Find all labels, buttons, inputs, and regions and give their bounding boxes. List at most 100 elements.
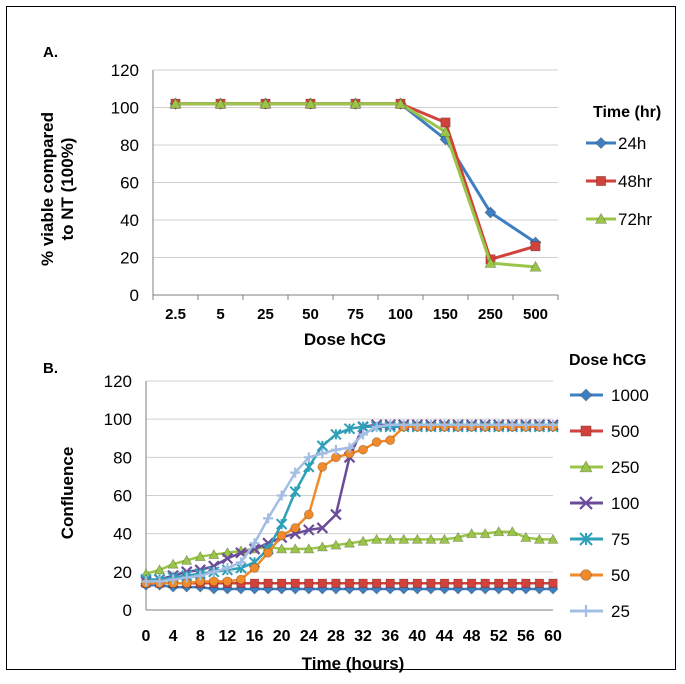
- panel-b-legend-label-1000: 1000: [611, 386, 649, 405]
- panel-b-point-25: [358, 429, 369, 440]
- panel-b-point-250: [465, 527, 478, 539]
- panel-b-label: B.: [43, 360, 58, 377]
- panel-b-y-tick-label: 80: [113, 448, 132, 467]
- panel-b-point-500: [304, 578, 314, 588]
- panel-b-point-500: [385, 578, 395, 588]
- panel-a-x-tick-label: 100: [388, 306, 413, 323]
- panel-b-x-tick-label: 44: [436, 628, 454, 645]
- panel-b-y-tick-label: 120: [104, 372, 132, 391]
- panel-a-point-72hr: [529, 260, 542, 272]
- panel-b-x-tick-label: 16: [246, 628, 264, 645]
- panel-b-legend-marker-250: [579, 460, 593, 473]
- panel-b-point-250: [330, 539, 342, 550]
- panel-b-point-25: [290, 467, 301, 478]
- panel-b-legend-label-25: 25: [611, 602, 630, 621]
- panel-b-legend-label-75: 75: [611, 530, 630, 549]
- panel-a-y-tick-label: 0: [130, 286, 139, 305]
- panel-a-x-tick-label: 250: [478, 306, 503, 323]
- panel-b-point-25: [154, 576, 165, 587]
- panel-b-point-500: [548, 578, 558, 588]
- panel-b-point-250: [275, 543, 288, 554]
- panel-b-point-25: [425, 419, 436, 430]
- panel-b-point-50: [290, 523, 301, 533]
- panel-b-x-tick-label: 20: [273, 628, 291, 645]
- panel-a-xlabel: Dose hCG: [304, 330, 386, 349]
- panel-b-point-250: [425, 533, 437, 544]
- panel-b-point-25: [453, 419, 464, 430]
- panel-b-point-75: [303, 461, 315, 473]
- panel-a-y-tick-label: 100: [111, 99, 139, 118]
- panel-a-y-tick-label: 80: [120, 136, 139, 155]
- panel-a-series-line-24h: [175, 102, 537, 244]
- panel-b-point-500: [263, 578, 273, 588]
- panel-a-legend-label-48hr: 48hr: [618, 172, 652, 191]
- panel-a-point-72hr: [169, 97, 182, 109]
- panel-a-x-tick-label: 500: [523, 306, 548, 323]
- panel-a-x-tick-label: 25: [257, 306, 274, 323]
- panel-b-point-250: [153, 564, 166, 575]
- panel-b-point-75: [275, 518, 288, 530]
- panel-b-y-tick-label: 20: [113, 563, 132, 582]
- panel-b-x-tick-label: 32: [354, 628, 372, 645]
- panel-b-point-250: [479, 527, 491, 539]
- panel-b-point-50: [358, 444, 368, 455]
- panel-a-x-tick-label: 150: [433, 306, 458, 323]
- panel-a-y-tick-label: 60: [120, 174, 139, 193]
- panel-b-point-25: [371, 421, 382, 432]
- panel-b-point-500: [439, 578, 450, 588]
- panel-b-point-500: [399, 578, 409, 588]
- panel-b-y-tick-label: 60: [113, 487, 132, 506]
- panel-b-point-50: [236, 574, 246, 585]
- panel-b-point-250: [343, 537, 356, 548]
- panel-b-point-500: [453, 578, 463, 588]
- panel-b-point-25: [330, 444, 341, 455]
- panel-a-point-72hr: [349, 97, 362, 109]
- panel-b-y-tick-label: 100: [104, 410, 132, 429]
- panel-b-x-tick-label: 4: [169, 628, 178, 645]
- panel-b-point-50: [263, 547, 274, 558]
- panel-a-legend-label-24h: 24h: [618, 134, 646, 153]
- panel-b-x-tick-label: 12: [219, 628, 237, 645]
- panel-b-point-25: [141, 576, 151, 587]
- panel-b-point-250: [316, 541, 329, 552]
- panel-a-ylabel-line1: % viable compared: [38, 112, 57, 266]
- panel-a-y-tick-label: 20: [120, 249, 139, 268]
- panel-b-point-25: [466, 419, 477, 430]
- panel-b-point-25: [520, 419, 531, 430]
- panel-b-legend-label-250: 250: [611, 458, 639, 477]
- panel-b-point-25: [317, 448, 328, 459]
- panel-b-point-250: [438, 533, 451, 544]
- panel-b-point-500: [507, 578, 517, 588]
- panel-b-point-250: [411, 533, 424, 544]
- panel-b-point-25: [195, 570, 206, 581]
- panel-b-point-250: [398, 533, 410, 544]
- panel-a-label: A.: [43, 44, 58, 61]
- panel-b-x-tick-label: 36: [381, 628, 399, 645]
- panel-a-legend-label-72hr: 72hr: [618, 210, 652, 229]
- panel-b-x-tick-label: 56: [517, 628, 535, 645]
- panel-b-point-25: [222, 563, 233, 574]
- panel-b-point-500: [331, 578, 341, 588]
- panel-b-point-50: [208, 576, 219, 587]
- panel-b-point-25: [385, 419, 396, 430]
- panel-b-point-500: [534, 578, 545, 588]
- panel-b-point-250: [533, 533, 546, 544]
- panel-b-point-25: [534, 419, 545, 430]
- panel-b-x-tick-label: 40: [408, 628, 426, 645]
- panel-a-point-24h: [484, 206, 497, 219]
- panel-b-point-250: [208, 548, 220, 560]
- panel-b-point-500: [277, 578, 287, 588]
- panel-b-point-25: [412, 419, 423, 430]
- panel-b-point-25: [480, 419, 491, 430]
- panel-b-point-25: [208, 566, 219, 577]
- panel-b-point-50: [222, 576, 233, 587]
- panel-b-legend-marker-25: [580, 605, 592, 617]
- panel-b-point-25: [181, 572, 192, 583]
- panel-a-point-72hr: [394, 97, 407, 109]
- panel-b-point-250: [181, 554, 193, 565]
- panel-b-legend-marker-75: [579, 532, 593, 546]
- panel-b-point-25: [493, 419, 504, 430]
- panel-b-point-250: [370, 533, 383, 544]
- panel-a-point-72hr: [214, 97, 227, 109]
